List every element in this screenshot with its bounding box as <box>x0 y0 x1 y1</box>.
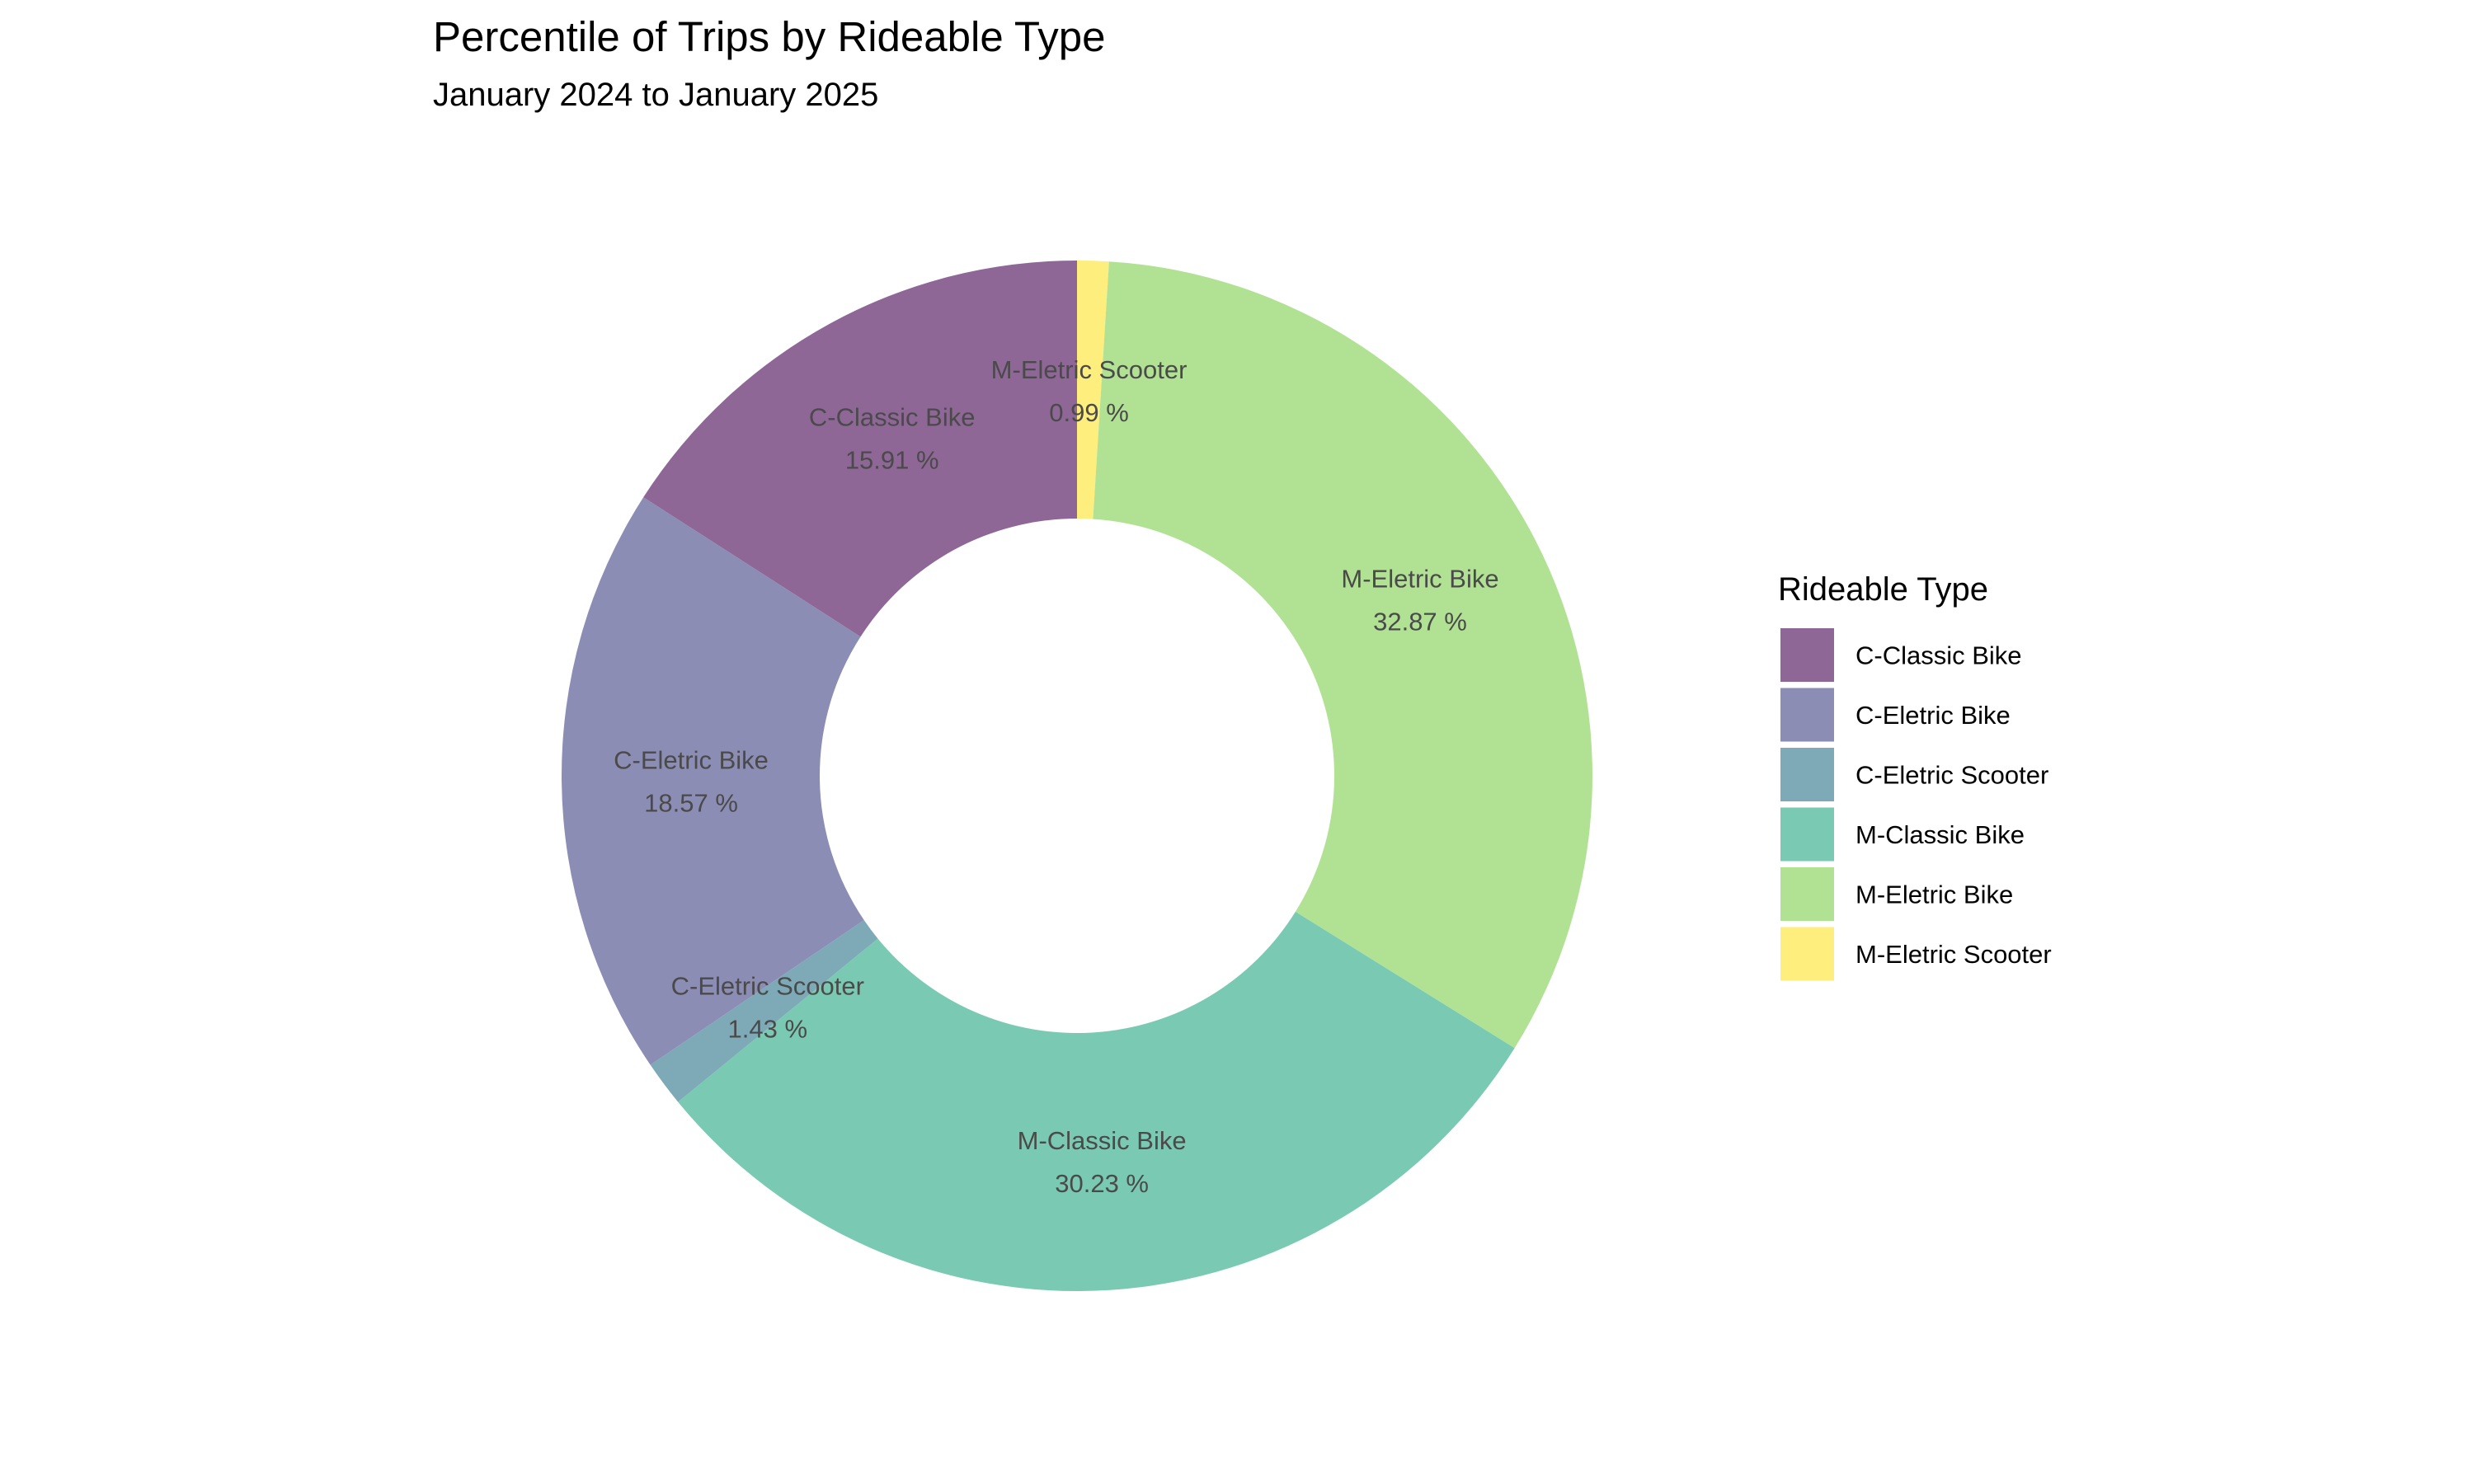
slice-m-eletric-scooter <box>1077 261 1109 519</box>
slice-c-classic-bike <box>643 261 1077 637</box>
legend: Rideable Type C-Classic Bike C-Eletric Bi… <box>1778 571 2052 981</box>
slice-label-value: 0.99 % <box>1049 398 1129 427</box>
legend-swatch <box>1780 628 1834 682</box>
slice-c-eletric-bike <box>562 497 864 1065</box>
legend-title: Rideable Type <box>1778 571 1988 608</box>
slice-m-classic-bike <box>678 911 1515 1291</box>
slice-m-eletric-bike <box>1093 261 1593 1049</box>
slice-label-value: 1.43 % <box>728 1015 808 1044</box>
slice-labels: M-Eletric Scooter 0.99 % M-Eletric Bike 32.… <box>614 355 1498 1198</box>
slice-label-name: C-Eletric Bike <box>614 746 769 775</box>
slice-label-name: C-Classic Bike <box>809 402 976 431</box>
legend-swatch <box>1780 807 1834 862</box>
slice-label-value: 18.57 % <box>644 789 738 818</box>
slice-c-eletric-scooter <box>650 920 878 1102</box>
legend-label: C-Eletric Bike <box>1856 701 2011 730</box>
slice-label-value: 32.87 % <box>1373 608 1467 636</box>
chart-subtitle: January 2024 to January 2025 <box>433 77 878 113</box>
legend-swatch <box>1780 867 1834 921</box>
legend-swatch <box>1780 927 1834 981</box>
slice-label-name: M-Eletric Bike <box>1341 565 1498 594</box>
legend-label: M-Eletric Bike <box>1856 881 2013 909</box>
chart-title: Percentile of Trips by Rideable Type <box>433 13 1106 60</box>
legend-swatch <box>1780 688 1834 742</box>
slice-label-value: 15.91 % <box>845 445 939 474</box>
legend-swatch <box>1780 748 1834 801</box>
legend-label: M-Eletric Scooter <box>1856 940 2052 969</box>
legend-label: C-Eletric Scooter <box>1856 761 2048 790</box>
legend-label: M-Classic Bike <box>1856 820 2025 849</box>
legend-label: C-Classic Bike <box>1856 641 2022 670</box>
slice-label-name: M-Eletric Scooter <box>991 355 1188 384</box>
donut-slices <box>562 261 1593 1291</box>
slice-label-name: C-Eletric Scooter <box>671 972 864 1001</box>
slice-label-value: 30.23 % <box>1055 1169 1149 1198</box>
legend-items: C-Classic Bike C-Eletric Bike C-Eletric Sc… <box>1780 628 2052 981</box>
slice-label-name: M-Classic Bike <box>1018 1126 1187 1155</box>
